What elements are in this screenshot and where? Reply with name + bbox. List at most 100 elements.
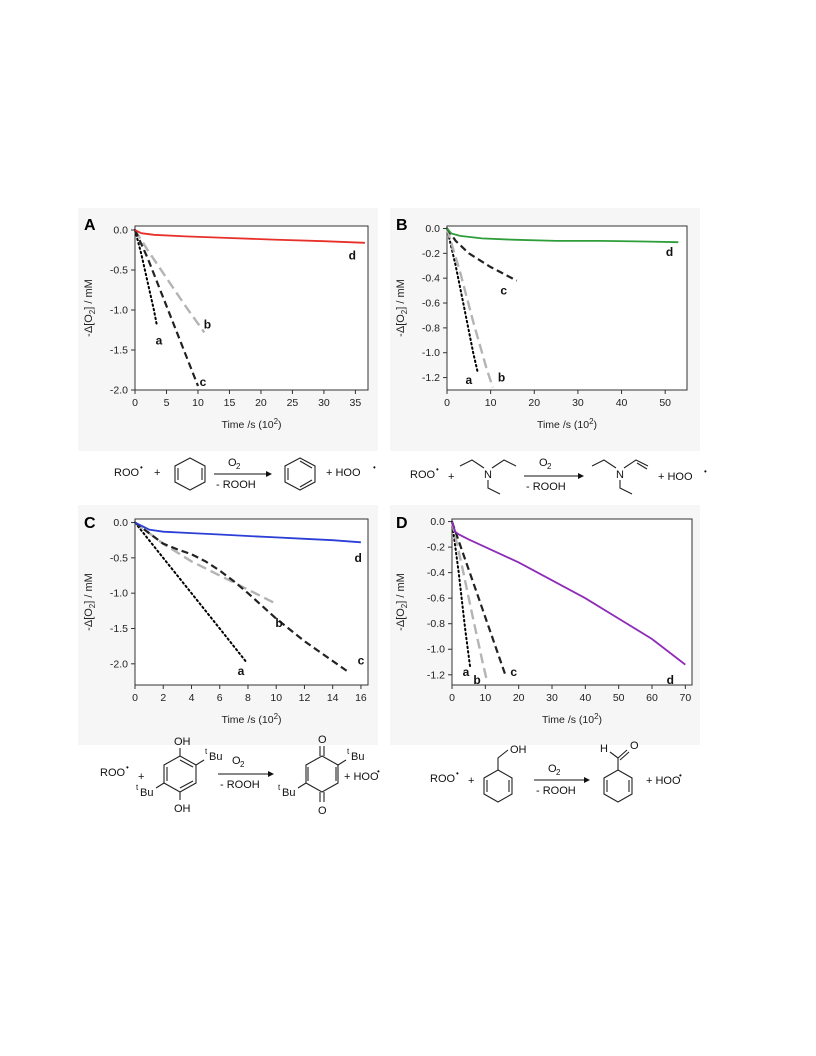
x-tick-label-c: 6 — [217, 692, 223, 704]
x-tick-label-a: 25 — [287, 397, 299, 409]
enamine-structure: N — [591, 459, 649, 495]
y-axis-label-a: -Δ[O2] / mM — [83, 279, 97, 337]
panel-d: D 0 10 20 30 40 50 60 70 0.0 -0.2 -0.4 -0.6 -0.8 -1.0 -… — [390, 505, 700, 745]
y-tick-label-b: -1.0 — [422, 347, 440, 359]
y-tick-label-d: 0.0 — [430, 516, 445, 528]
x-tick-label-d: 0 — [449, 692, 455, 704]
chart-d: D 0 10 20 30 40 50 60 70 0.0 -0.2 -0.4 -0.6 -0.8 -1.0 -… — [395, 515, 693, 726]
panel-letter-c: C — [84, 515, 96, 532]
curve-label-a-b: b — [204, 317, 211, 331]
scheme-a-radical-dot: • — [140, 463, 143, 472]
svg-text:N: N — [616, 469, 624, 481]
x-tick-label-d: 50 — [613, 692, 625, 704]
scheme-c-oxidant: O — [232, 755, 241, 767]
y-tick-label-c: 0.0 — [113, 517, 128, 529]
curve-label-d-a: a — [463, 665, 470, 679]
x-tick-label-c: 16 — [355, 692, 367, 704]
svg-text:t: t — [347, 747, 350, 756]
curve-label-c-b: b — [275, 616, 282, 630]
scheme-d-reactant: ROO — [430, 773, 456, 785]
curve-label-d-c: c — [510, 665, 517, 679]
scheme-b-reactant: ROO — [410, 469, 436, 481]
series-c-a-line — [134, 521, 248, 664]
svg-text:t: t — [278, 783, 281, 792]
scheme-c-reactant: ROO — [100, 767, 126, 779]
curve-label-a-d: d — [349, 249, 356, 263]
y-tick-label-b: -0.2 — [422, 248, 440, 260]
panel-a: A 0 5 10 15 20 25 30 35 0.0 -0.5 -1.0 -1.5 -2.0 Time /… — [78, 208, 378, 451]
y-tick-label-b: -0.8 — [422, 322, 440, 334]
panel-letter-d: D — [396, 515, 408, 532]
y-axis-label-c: -Δ[O2] / mM — [83, 573, 97, 631]
svg-text:O: O — [630, 740, 639, 752]
svg-text:+: + — [468, 775, 474, 787]
svg-text:•: • — [456, 769, 459, 778]
x-tick-label-c: 2 — [160, 692, 166, 704]
svg-text:2: 2 — [556, 768, 561, 777]
x-tick-label-c: 8 — [245, 692, 251, 704]
y-tick-label-b: -0.6 — [422, 298, 440, 310]
y-axis-label-d: -Δ[O2] / mM — [395, 573, 409, 631]
x-axis-label-b: Time /s (102) — [537, 417, 597, 431]
x-axis-label-d: Time /s (102) — [542, 712, 602, 726]
svg-text:Bu: Bu — [282, 787, 295, 799]
x-tick-label-c: 12 — [299, 692, 311, 704]
svg-text:•: • — [126, 763, 129, 772]
curve-label-b-a: a — [465, 373, 472, 387]
x-tick-label-a: 15 — [224, 397, 236, 409]
scheme-d-product-radical: + HOO — [646, 775, 681, 787]
x-tick-label-c: 0 — [132, 692, 138, 704]
svg-text:H: H — [600, 743, 608, 755]
y-tick-label-d: -1.2 — [427, 669, 445, 681]
y-tick-label-d: -0.4 — [427, 567, 445, 579]
y-tick-label-d: -1.0 — [427, 644, 445, 656]
svg-text:•: • — [436, 465, 439, 474]
y-tick-label-d: -0.6 — [427, 593, 445, 605]
y-tick-label-b: -1.2 — [422, 372, 440, 384]
scheme-a-oxidant-sub: 2 — [236, 462, 241, 471]
x-tick-label-a: 10 — [192, 397, 204, 409]
y-tick-label-a: -0.5 — [110, 265, 128, 277]
chart-c: C 0 2 4 6 8 10 12 14 16 0.0 -0.5 -1.0 -1.5 -2.0 Time /s… — [83, 515, 369, 726]
y-tick-label-a: -2.0 — [110, 385, 128, 397]
y-tick-label-d: -0.2 — [427, 542, 445, 554]
scheme-d-byproduct: - ROOH — [536, 785, 576, 797]
plot-area-d — [451, 518, 693, 686]
series-c-c-line — [134, 521, 348, 672]
x-tick-label-a: 5 — [164, 397, 170, 409]
scheme-d: ROO • + OH O 2 - ROOH H O + HOO • — [430, 740, 682, 803]
series-a-d-line — [134, 229, 365, 244]
svg-text:Bu: Bu — [209, 751, 222, 763]
panel-b: B 0 10 20 30 40 50 0.0 -0.2 -0.4 -0.6 -0.8 -1.0 -1.2 T… — [390, 208, 700, 451]
scheme-c-byproduct: - ROOH — [220, 779, 260, 791]
chart-b: B 0 10 20 30 40 50 0.0 -0.2 -0.4 -0.6 -0.8 -1.0 -1.2 T… — [395, 217, 688, 431]
y-tick-label-a: 0.0 — [113, 225, 128, 237]
y-tick-label-c: -1.0 — [110, 588, 128, 600]
quinone-structure: O O t Bu t Bu — [278, 734, 364, 817]
y-tick-label-a: -1.5 — [110, 345, 128, 357]
svg-text:•: • — [373, 463, 376, 472]
curve-label-b-d: d — [666, 245, 673, 259]
svg-text:OH: OH — [174, 803, 191, 815]
x-tick-label-d: 40 — [579, 692, 591, 704]
x-tick-label-d: 10 — [479, 692, 491, 704]
series-a-a-line — [134, 229, 158, 327]
scheme-c-product-radical: + HOO — [344, 771, 379, 783]
series-d-a-line — [451, 520, 472, 670]
curve-label-a-c: c — [200, 375, 207, 389]
x-tick-label-d: 70 — [679, 692, 691, 704]
y-tick-label-c: -2.0 — [110, 658, 128, 670]
svg-text:•: • — [679, 771, 682, 780]
series-d-b-line — [450, 521, 489, 682]
scheme-b-product-radical: + HOO — [658, 471, 693, 483]
curve-label-d-d: d — [667, 673, 674, 687]
panel-letter-b: B — [396, 217, 408, 234]
x-tick-label-b: 10 — [485, 397, 497, 409]
scheme-a-byproduct: - ROOH — [216, 479, 256, 491]
svg-text:Bu: Bu — [351, 751, 364, 763]
scheme-a-oxidant: O — [228, 457, 237, 469]
scheme-b: ROO • + N O 2 - ROOH N + HOO • — [410, 457, 707, 495]
series-a-b-line — [133, 229, 206, 334]
series-b-b-line — [445, 228, 494, 388]
y-tick-label-c: -1.5 — [110, 623, 128, 635]
